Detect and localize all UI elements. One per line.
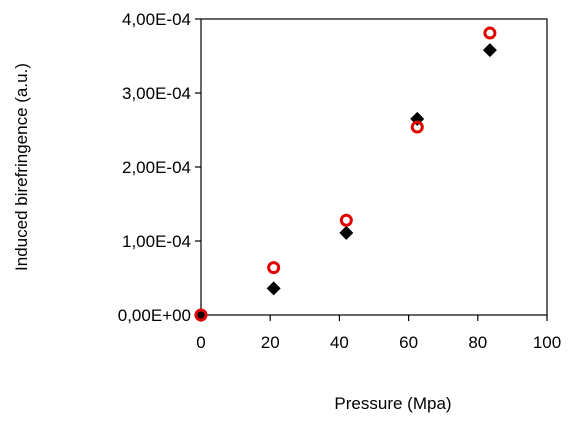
y-tick-label: 2,00E-04 xyxy=(122,158,191,177)
data-point-circle xyxy=(483,26,497,40)
x-tick-label: 100 xyxy=(533,333,561,352)
data-point-diamond xyxy=(482,43,497,58)
x-tick-label: 80 xyxy=(468,333,487,352)
y-axis-title: Induced birefringence (a.u.) xyxy=(12,63,31,271)
data-points xyxy=(194,26,497,322)
x-axis-title: Pressure (Mpa) xyxy=(334,394,451,413)
y-axis-ticks: 0,00E+00 1,00E-04 2,00E-04 3,00E-04 4,00E-04 xyxy=(118,10,201,325)
y-tick-label: 4,00E-04 xyxy=(122,10,191,29)
y-tick-label: 0,00E+00 xyxy=(118,306,191,325)
data-point-diamond xyxy=(266,281,281,296)
data-point-circle xyxy=(194,308,208,322)
x-tick-label: 20 xyxy=(261,333,280,352)
data-point-circle xyxy=(267,261,281,275)
x-tick-label: 0 xyxy=(196,333,205,352)
axes xyxy=(200,18,548,316)
data-point-circle xyxy=(410,120,424,134)
data-point-diamond xyxy=(339,225,354,240)
y-tick-label: 3,00E-04 xyxy=(122,84,191,103)
x-tick-label: 40 xyxy=(330,333,349,352)
plot-frame xyxy=(200,18,548,316)
y-tick-label: 1,00E-04 xyxy=(122,232,191,251)
data-point-circle xyxy=(339,213,353,227)
x-tick-label: 60 xyxy=(399,333,418,352)
x-axis-ticks: 0 20 40 60 80 100 xyxy=(196,315,561,352)
